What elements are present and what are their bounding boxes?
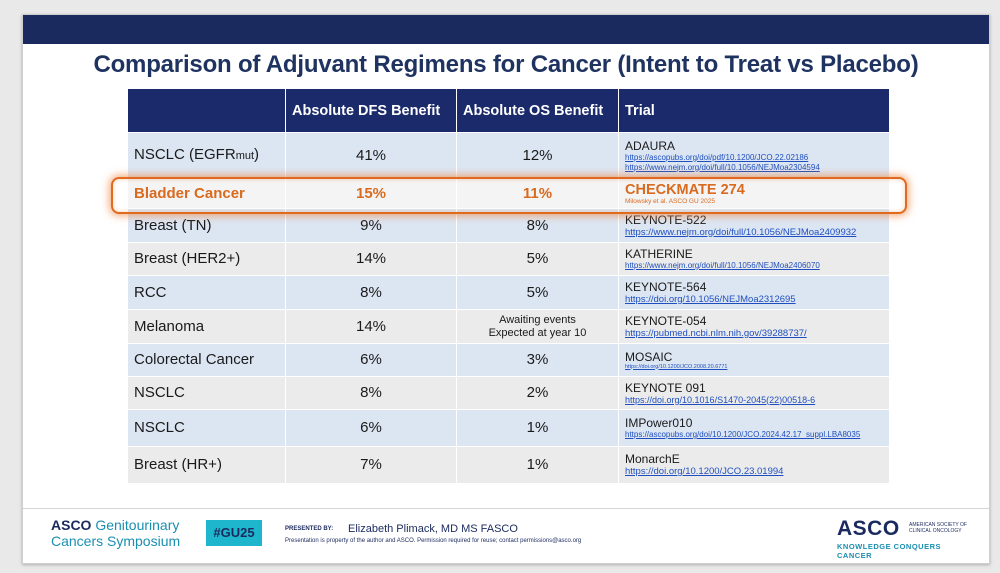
presented-by-label: PRESENTED BY:	[285, 526, 334, 532]
cancer-cell: Colorectal Cancer	[127, 343, 286, 377]
trial-link[interactable]: https://ascopubs.org/doi/10.1200/JCO.202…	[625, 430, 861, 439]
trial-name: MonarchE	[625, 452, 680, 466]
trial-link[interactable]: https://doi.org/10.1056/NEJMoa2312695	[625, 293, 796, 305]
slide-title: Comparison of Adjuvant Regimens for Canc…	[93, 51, 919, 78]
trial-cell: KATHERINE https://www.nejm.org/doi/full/…	[618, 242, 890, 276]
trial-link[interactable]: https://doi.org/10.1200/JCO.23.01994	[625, 466, 784, 477]
trial-cell: IMPower010 https://ascopubs.org/doi/10.1…	[618, 409, 890, 447]
dfs-cell: 14%	[285, 242, 457, 276]
cancer-cell: Breast (HER2+)	[127, 242, 286, 276]
os-cell: 3%	[456, 343, 619, 377]
table-row: RCC 8% 5% KEYNOTE-564 https://doi.org/10…	[127, 275, 890, 310]
trial-cell: KEYNOTE-522 https://www.nejm.org/doi/ful…	[618, 208, 890, 243]
trial-link[interactable]: https://ascopubs.org/doi/pdf/10.1200/JCO…	[625, 152, 809, 162]
header-trial: Trial	[618, 88, 890, 133]
table-row-highlighted: Bladder Cancer 15% 11% CHECKMATE 274 Mil…	[127, 178, 890, 209]
trial-cell: KEYNOTE-564 https://doi.org/10.1056/NEJM…	[618, 275, 890, 310]
os-cell: 5%	[456, 275, 619, 310]
table-row: Breast (HR+) 7% 1% MonarchE https://doi.…	[127, 446, 890, 484]
presenter-name: Elizabeth Plimack, MD MS FASCO	[348, 523, 518, 535]
top-bar	[23, 15, 989, 44]
dfs-cell: 41%	[285, 132, 457, 179]
cancer-label: NSCLC (EGFR	[134, 146, 236, 163]
os-cell: 1%	[456, 409, 619, 447]
asco-subtitle: AMERICAN SOCIETY OF CLINICAL ONCOLOGY	[909, 522, 967, 534]
table-row: Breast (HER2+) 14% 5% KATHERINE https://…	[127, 242, 890, 276]
trial-name: KEYNOTE-054	[625, 313, 707, 328]
table-row: Colorectal Cancer 6% 3% MOSAIC https://d…	[127, 343, 890, 377]
os-cell: Awaiting events Expected at year 10	[456, 309, 619, 344]
trial-name: CHECKMATE 274	[625, 181, 745, 198]
cancer-cell: NSCLC	[127, 409, 286, 447]
footer-divider	[23, 508, 989, 509]
os-cell: 11%	[456, 178, 619, 209]
dfs-cell: 7%	[285, 446, 457, 484]
trial-note: Milowsky et al. ASCO GU 2025	[625, 197, 715, 205]
header-dfs: Absolute DFS Benefit	[285, 88, 457, 133]
os-cell: 12%	[456, 132, 619, 179]
dfs-cell: 15%	[285, 178, 457, 209]
cancer-cell: NSCLC	[127, 376, 286, 410]
dfs-cell: 14%	[285, 309, 457, 344]
table-row: NSCLC 8% 2% KEYNOTE 091 https://doi.org/…	[127, 376, 890, 410]
dfs-cell: 6%	[285, 343, 457, 377]
logo-line-2: Cancers Symposium	[51, 533, 181, 549]
trial-cell: ADAURA https://ascopubs.org/doi/pdf/10.1…	[618, 132, 890, 179]
trial-name: ADAURA	[625, 138, 676, 153]
disclaimer-text: Presentation is property of the author a…	[285, 538, 582, 544]
dfs-cell: 6%	[285, 409, 457, 447]
comparison-table: Absolute DFS Benefit Absolute OS Benefit…	[127, 88, 890, 484]
os-cell: 2%	[456, 376, 619, 410]
cancer-cell: Bladder Cancer	[127, 178, 286, 209]
trial-name: KATHERINE	[625, 247, 693, 261]
os-cell: 5%	[456, 242, 619, 276]
cancer-cell: NSCLC (EGFRmut)	[127, 132, 286, 179]
os-cell: 1%	[456, 446, 619, 484]
trial-cell: KEYNOTE-054 https://pubmed.ncbi.nlm.nih.…	[618, 309, 890, 344]
trial-cell: KEYNOTE 091 https://doi.org/10.1016/S147…	[618, 376, 890, 410]
asco-tagline: KNOWLEDGE CONQUERS CANCER	[837, 542, 942, 560]
trial-name: KEYNOTE 091	[625, 380, 706, 395]
table-row: Melanoma 14% Awaiting events Expected at…	[127, 309, 890, 344]
cancer-cell: Breast (HR+)	[127, 446, 286, 484]
cancer-end: )	[254, 146, 260, 163]
trial-name: MOSAIC	[625, 349, 673, 364]
dfs-cell: 8%	[285, 275, 457, 310]
symposium-logo: ASCO Genitourinary Cancers Symposium	[51, 517, 201, 549]
cancer-cell: Breast (TN)	[127, 208, 286, 243]
trial-link[interactable]: https://www.nejm.org/doi/full/10.1056/NE…	[625, 226, 857, 238]
trial-link[interactable]: https://www.nejm.org/doi/full/10.1056/NE…	[625, 261, 820, 270]
table-row: NSCLC 6% 1% IMPower010 https://ascopubs.…	[127, 409, 890, 447]
trial-name: KEYNOTE-564	[625, 279, 707, 294]
dfs-cell: 9%	[285, 208, 457, 243]
os-line-2: Expected at year 10	[488, 326, 587, 339]
logo-line-1: Genitourinary	[95, 517, 180, 533]
trial-cell: MOSAIC https://doi.org/10.1200/JCO.2008.…	[618, 343, 890, 377]
slide: Comparison of Adjuvant Regimens for Canc…	[22, 14, 990, 564]
cancer-cell: Melanoma	[127, 309, 286, 344]
header-os: Absolute OS Benefit	[456, 88, 619, 133]
trial-name: KEYNOTE-522	[625, 212, 707, 227]
header-cancer	[127, 88, 286, 133]
logo-asco: ASCO	[51, 517, 92, 533]
trial-link[interactable]: https://doi.org/10.1016/S1470-2045(22)00…	[625, 394, 816, 405]
trial-name: IMPower010	[625, 416, 693, 430]
trial-link[interactable]: https://pubmed.ncbi.nlm.nih.gov/39288737…	[625, 327, 807, 339]
cancer-cell: RCC	[127, 275, 286, 310]
table-row: NSCLC (EGFRmut) 41% 12% ADAURA https://a…	[127, 132, 890, 179]
os-line-1: Awaiting events	[499, 313, 576, 326]
table-row: Breast (TN) 9% 8% KEYNOTE-522 https://ww…	[127, 208, 890, 243]
dfs-cell: 8%	[285, 376, 457, 410]
trial-link[interactable]: https://www.nejm.org/doi/full/10.1056/NE…	[625, 162, 820, 172]
table-header-row: Absolute DFS Benefit Absolute OS Benefit…	[127, 88, 890, 133]
trial-link[interactable]: https://doi.org/10.1200/JCO.2008.20.6771	[625, 363, 728, 370]
trial-cell: MonarchE https://doi.org/10.1200/JCO.23.…	[618, 446, 890, 484]
cancer-sub: mut	[235, 150, 255, 162]
os-cell: 8%	[456, 208, 619, 243]
hashtag-badge: #GU25	[206, 520, 262, 546]
asco-wordmark: ASCO	[837, 517, 900, 540]
asco-logo: ASCO AMERICAN SOCIETY OF CLINICAL ONCOLO…	[837, 517, 977, 560]
trial-cell: CHECKMATE 274 Milowsky et al. ASCO GU 20…	[618, 178, 890, 209]
